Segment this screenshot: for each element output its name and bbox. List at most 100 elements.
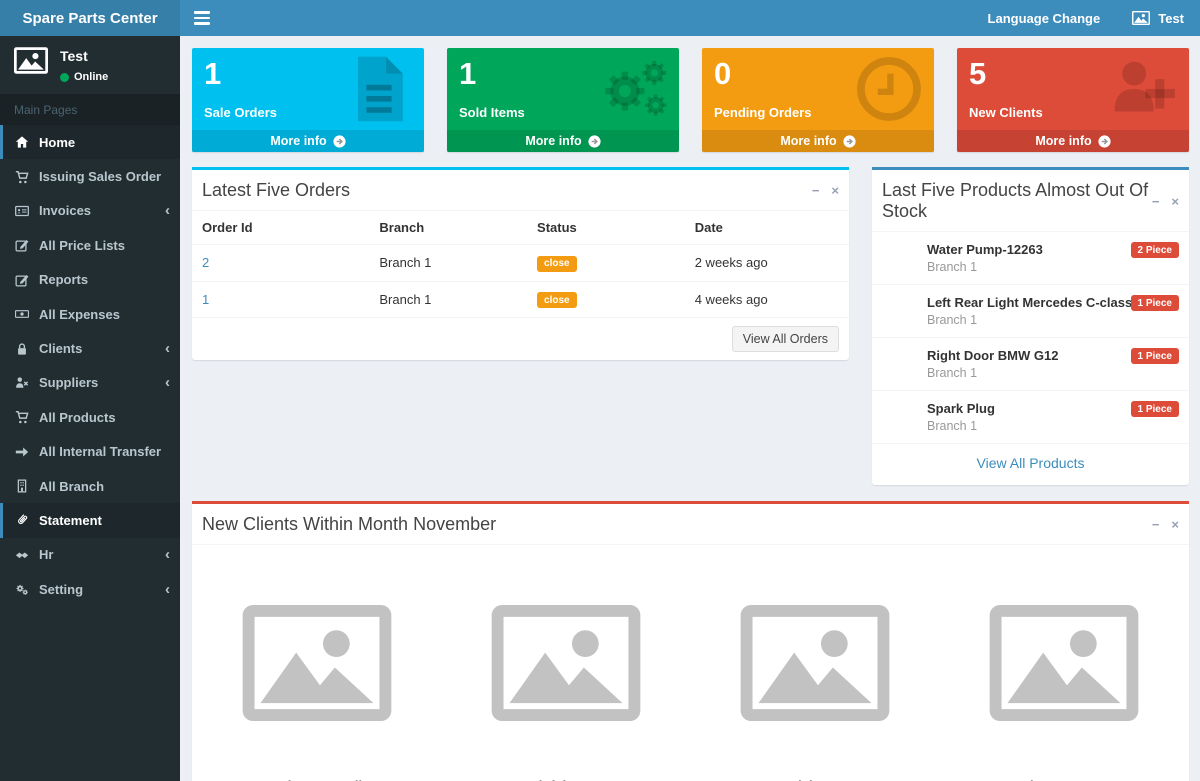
client-card: Gabriel James 19 minutes ago [441, 605, 690, 781]
product-name: Right Door BMW G12 [927, 348, 1059, 363]
more-info-link[interactable]: More info [192, 130, 424, 152]
product-name: Spark Plug [927, 401, 995, 416]
client-card: Chaney Boyer 20 minutes ago [940, 605, 1189, 781]
status-badge: close [537, 255, 577, 272]
stat-value: 0 [714, 56, 732, 91]
avatar [14, 47, 48, 79]
order-date: 2 weeks ago [684, 244, 849, 281]
arrow-circle-right-icon [843, 135, 856, 148]
sidebar-item-clients[interactable]: Clients ‹ [0, 331, 180, 365]
user-status[interactable]: Online [60, 71, 108, 83]
list-item: Left Rear Light Mercedes C-class Branch … [872, 285, 1189, 338]
sidebar-item-all-expenses[interactable]: All Expenses [0, 297, 180, 331]
product-name: Water Pump-12263 [927, 242, 1043, 257]
sidebar-item-statement[interactable]: Statement [0, 503, 180, 538]
product-branch: Branch 1 [927, 419, 978, 433]
sidebar-item-issuing-sales-order[interactable]: Issuing Sales Order [0, 159, 180, 193]
table-row: 1 Branch 1 close 4 weeks ago [192, 280, 849, 317]
client-name: Josiah Barry [776, 778, 855, 781]
latest-orders-panel: Latest Five Orders − × Order Id Branch S… [192, 167, 849, 360]
stat-label: Sold Items [459, 104, 525, 120]
sidebar-item-all-branch[interactable]: All Branch [0, 469, 180, 503]
stat-value: 5 [969, 56, 987, 91]
sidebar-item-invoices[interactable]: Invoices ‹ [0, 194, 180, 228]
collapse-icon[interactable]: − [811, 183, 820, 198]
column-header: Date [694, 220, 723, 235]
close-icon[interactable]: × [831, 183, 839, 198]
stat-boxes-row: 1 Sale Orders More info 1 Sold Items Mor… [192, 48, 1189, 152]
more-info-link[interactable]: More info [702, 130, 934, 152]
panel-title: Latest Five Orders [202, 180, 351, 200]
navbar-right: Language Change Test [972, 0, 1200, 36]
navbar-user-menu[interactable]: Test [1116, 0, 1200, 36]
collapse-icon[interactable]: − [1151, 517, 1160, 532]
sidebar-toggle-button[interactable] [180, 0, 224, 36]
more-info-link[interactable]: More info [957, 130, 1189, 152]
client-name: Celeste Harrell [271, 778, 362, 781]
navbar-username: Test [1158, 10, 1184, 26]
column-header: Order Id [202, 220, 253, 235]
cart-icon [15, 410, 29, 424]
chevron-left-icon: ‹ [165, 374, 170, 392]
image-placeholder-icon [989, 605, 1139, 721]
stat-value: 1 [459, 56, 477, 91]
chevron-left-icon: ‹ [165, 580, 170, 598]
status-badge: close [537, 292, 577, 308]
quantity-badge: 1 Piece [1130, 401, 1179, 417]
language-change-link[interactable]: Language Change [987, 10, 1101, 26]
main-content: 1 Sale Orders More info 1 Sold Items Mor… [180, 36, 1200, 781]
sidebar-item-suppliers[interactable]: Suppliers ‹ [0, 366, 180, 400]
view-all-products-link[interactable]: View All Products [976, 455, 1085, 471]
clients-grid: Celeste Harrell 19 minutes ago Gabriel J… [192, 545, 1189, 781]
sidebar-item-all-internal-transfer[interactable]: All Internal Transfer [0, 435, 180, 469]
hamburger-icon [194, 11, 210, 14]
sidebar-menu: Home Issuing Sales Order Invoices ‹ All … [0, 125, 180, 606]
sidebar-item-hr[interactable]: Hr ‹ [0, 538, 180, 572]
orders-table: Order Id Branch Status Date 2 Branch 1 c… [192, 211, 849, 317]
column-header: Branch [379, 220, 425, 235]
sidebar-item-setting[interactable]: Setting ‹ [0, 572, 180, 606]
sidebar-user-panel: Test Online [0, 36, 180, 94]
sidebar-item-all-price-lists[interactable]: All Price Lists [0, 228, 180, 262]
panels-row: Latest Five Orders − × Order Id Branch S… [192, 167, 1189, 485]
stat-box-new-clients: 5 New Clients More info [957, 48, 1189, 152]
stat-box-sale-orders: 1 Sale Orders More info [192, 48, 424, 152]
stat-box-sold-items: 1 Sold Items More info [447, 48, 679, 152]
image-placeholder-icon [491, 605, 641, 721]
order-id-link[interactable]: 1 [202, 291, 210, 307]
paperclip-icon [15, 513, 29, 527]
arrow-circle-right-icon [1098, 135, 1111, 148]
avatar-image-icon [14, 47, 48, 74]
collapse-icon[interactable]: − [1151, 193, 1160, 209]
sidebar-item-reports[interactable]: Reports [0, 263, 180, 297]
close-icon[interactable]: × [1171, 193, 1179, 209]
client-name: Chaney Boyer [1021, 778, 1108, 781]
app-brand[interactable]: Spare Parts Center [0, 0, 180, 36]
view-all-orders-button[interactable]: View All Orders [731, 326, 839, 352]
stat-label: New Clients [969, 104, 1043, 120]
close-icon[interactable]: × [1171, 517, 1179, 532]
clock-icon [854, 54, 924, 124]
document-icon [344, 54, 414, 124]
list-item: Right Door BMW G12 Branch 1 1 Piece [872, 338, 1189, 391]
stat-value: 1 [204, 56, 222, 91]
image-placeholder-icon [242, 605, 392, 721]
quantity-badge: 2 Piece [1130, 242, 1179, 258]
cogs-icon [15, 582, 29, 596]
handshake-icon [15, 548, 29, 562]
sidebar-item-all-products[interactable]: All Products [0, 400, 180, 434]
stat-box-pending-orders: 0 Pending Orders More info [702, 48, 934, 152]
arrow-circle-right-icon [588, 135, 601, 148]
quantity-badge: 1 Piece [1130, 348, 1179, 364]
online-status-dot [60, 72, 69, 82]
gears-icon [599, 54, 669, 124]
lock-icon [15, 342, 29, 356]
sidebar-item-home[interactable]: Home [0, 125, 180, 160]
order-branch: Branch 1 [369, 280, 528, 317]
order-id-link[interactable]: 2 [202, 255, 210, 271]
chevron-left-icon: ‹ [165, 546, 170, 564]
client-card: Celeste Harrell 19 minutes ago [192, 605, 441, 781]
user-plus-icon [1109, 54, 1179, 124]
more-info-link[interactable]: More info [447, 130, 679, 152]
panel-title: Last Five Products Almost Out Of Stock [882, 180, 1149, 221]
